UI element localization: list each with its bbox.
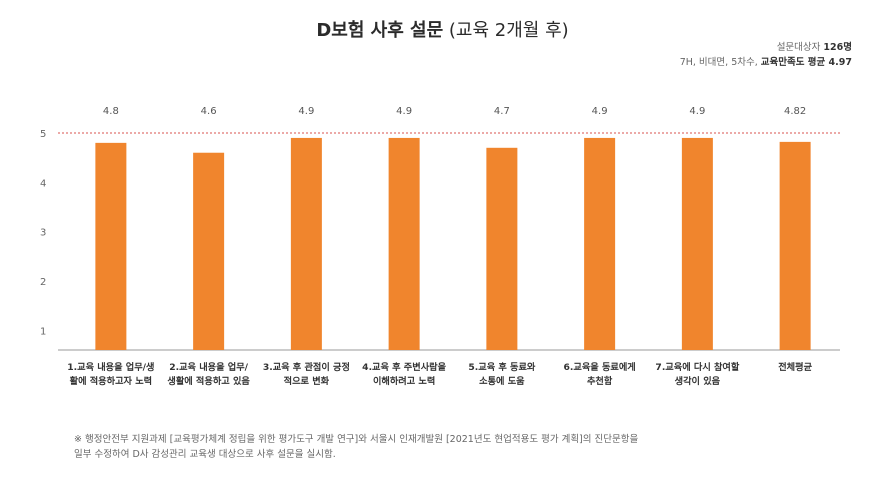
y-tick-label: 4 bbox=[40, 178, 46, 189]
x-category-label: 7.교육에 다시 참여할 bbox=[655, 361, 739, 373]
bar-value-label: 4.6 bbox=[201, 106, 217, 117]
footnote-line-2: 일부 수정하여 D사 감성관리 교육생 대상으로 사후 설문을 실시함. bbox=[74, 449, 336, 460]
x-category-label: 3.교육 후 관점이 긍정 bbox=[263, 361, 350, 373]
meta-respondents-label: 설문대상자 bbox=[776, 42, 824, 53]
bar bbox=[486, 147, 518, 350]
meta-course-info: 7H, 비대면, 5차수, bbox=[679, 57, 761, 68]
bar bbox=[95, 142, 127, 350]
x-category-label: 생각이 있음 bbox=[675, 375, 721, 387]
survey-meta: 설문대상자 126명 7H, 비대면, 5차수, 교육만족도 평균 4.97 bbox=[680, 40, 852, 70]
bar-value-label: 4.9 bbox=[396, 106, 412, 117]
meta-respondents-count: 126명 bbox=[823, 42, 852, 53]
meta-satisfaction-average: 교육만족도 평균 4.97 bbox=[760, 57, 852, 68]
bar bbox=[681, 137, 713, 350]
bar-value-label: 4.7 bbox=[494, 106, 510, 117]
y-tick-label: 2 bbox=[40, 277, 46, 288]
bar-value-label: 4.82 bbox=[784, 106, 806, 117]
bar-value-label: 4.9 bbox=[592, 106, 608, 117]
x-category-label: 5.교육 후 동료와 bbox=[468, 361, 536, 373]
bar-value-label: 4.9 bbox=[298, 106, 314, 117]
bar bbox=[584, 137, 616, 350]
x-category-label: 생활에 적용하고 있음 bbox=[167, 375, 250, 387]
chart-title-sub: (교육 2개월 후) bbox=[443, 20, 569, 41]
x-category-label: 소통에 도움 bbox=[479, 375, 525, 387]
meta-line-1: 설문대상자 126명 bbox=[680, 40, 852, 55]
x-category-label: 추천함 bbox=[587, 375, 613, 387]
bar bbox=[290, 137, 322, 350]
x-category-label: 전체평균 bbox=[778, 361, 812, 373]
footnote: ※ 행정안전부 지원과제 [교육평가체계 정립을 위한 평가도구 개발 연구]와… bbox=[74, 432, 638, 462]
bar bbox=[193, 152, 225, 350]
x-category-label: 적으로 변화 bbox=[284, 375, 330, 387]
bar-value-label: 4.8 bbox=[103, 106, 119, 117]
y-tick-label: 5 bbox=[40, 129, 46, 140]
y-tick-label: 1 bbox=[40, 326, 46, 337]
x-category-label: 2.교육 내용을 업무/ bbox=[169, 361, 248, 373]
x-category-label: 4.교육 후 주변사람을 bbox=[362, 361, 446, 373]
bar-value-label: 4.9 bbox=[689, 106, 705, 117]
footnote-line-1: ※ 행정안전부 지원과제 [교육평가체계 정립을 위한 평가도구 개발 연구]와… bbox=[74, 434, 639, 445]
x-category-label: 1.교육 내용을 업무/생 bbox=[67, 361, 154, 373]
y-tick-label: 3 bbox=[40, 228, 46, 239]
bar bbox=[779, 141, 811, 350]
chart-title-main: D보험 사후 설문 bbox=[316, 20, 444, 41]
bar bbox=[388, 137, 420, 350]
x-category-label: 활에 적용하고자 노력 bbox=[70, 375, 152, 387]
chart-title: D보험 사후 설문 (교육 2개월 후) bbox=[0, 16, 885, 42]
meta-line-2: 7H, 비대면, 5차수, 교육만족도 평균 4.97 bbox=[680, 55, 852, 70]
x-category-label: 6.교육을 동료에게 bbox=[564, 361, 636, 373]
x-category-label: 이해하려고 노력 bbox=[373, 375, 435, 387]
